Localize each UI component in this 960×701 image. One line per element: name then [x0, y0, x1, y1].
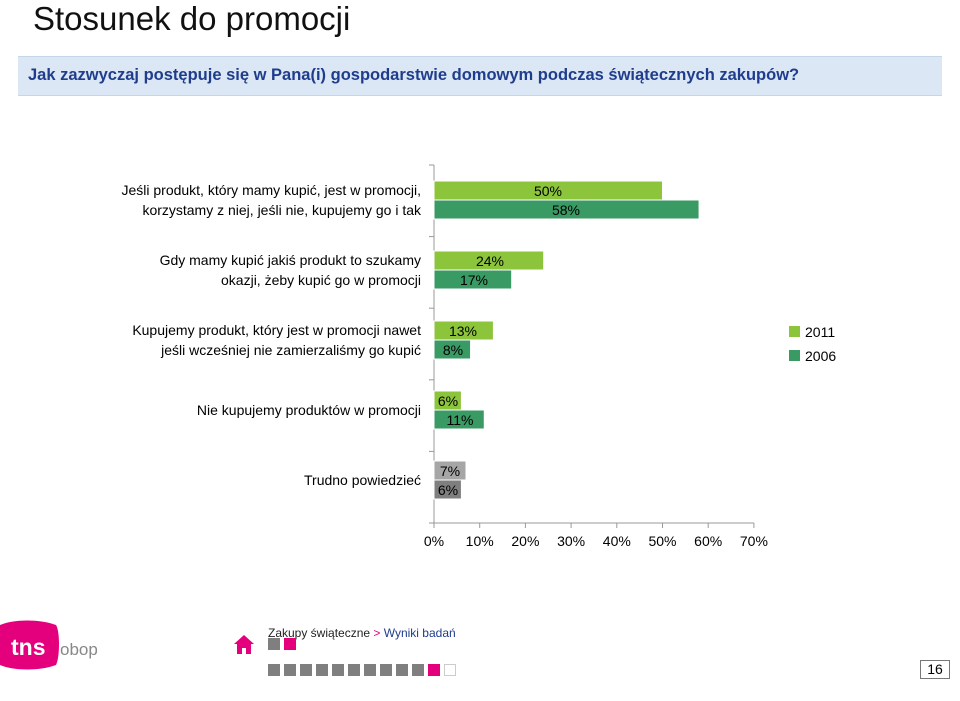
legend-label: 2011 [805, 324, 835, 340]
bar-2006 [433, 339, 472, 360]
question-banner: Jak zazwyczaj postępuje się w Pana(i) go… [18, 56, 942, 96]
slide-title: Stosunek do promocji [33, 0, 351, 37]
category-label: Nie kupujemy produktów w promocji [197, 402, 421, 418]
legend-label: 2006 [805, 348, 836, 364]
x-tick-label: 50% [648, 533, 676, 549]
nav-marker-current [284, 638, 296, 650]
bar-value-label: 6% [438, 393, 458, 409]
bar-2006 [433, 409, 485, 430]
bar-value-label: 13% [449, 323, 477, 339]
nav-square[interactable] [348, 664, 360, 676]
x-tick-label: 0% [424, 533, 444, 549]
nav-square[interactable] [268, 664, 280, 676]
bar-value-label: 17% [460, 272, 488, 288]
nav-square[interactable] [300, 664, 312, 676]
bar-value-label: 7% [440, 463, 460, 479]
category-label: jeśli wcześniej nie zamierzaliśmy go kup… [160, 342, 421, 358]
nav-marker-pink [284, 638, 296, 650]
category-label: Trudno powiedzieć [304, 472, 421, 488]
bar-value-label: 8% [443, 342, 463, 358]
nav-square[interactable] [444, 664, 456, 676]
nav-markers [268, 638, 280, 650]
x-tick-label: 40% [603, 533, 631, 549]
category-label: Gdy mamy kupić jakiś produkt to szukamy [160, 252, 421, 268]
bar-value-label: 50% [534, 183, 562, 199]
bar-value-label: 58% [552, 202, 580, 218]
nav-marker-gray [268, 638, 280, 650]
home-icon[interactable] [233, 634, 255, 656]
x-tick-label: 30% [557, 533, 585, 549]
category-label: Kupujemy produkt, który jest w promocji … [132, 322, 421, 338]
bar-value-label: 6% [438, 482, 458, 498]
nav-square[interactable] [412, 664, 424, 676]
bar-2006 [433, 479, 462, 500]
category-label: okazji, żeby kupić go w promocji [221, 272, 421, 288]
breadcrumb-separator: > [373, 626, 381, 640]
footer-breadcrumb: Zakupy świąteczne > Wyniki badań [268, 626, 456, 640]
page-number: 16 [920, 660, 950, 679]
legend-swatch-2011 [789, 326, 800, 337]
nav-square[interactable] [380, 664, 392, 676]
nav-square[interactable] [284, 664, 296, 676]
tns-obop-logo: tns obop [0, 620, 98, 670]
nav-square[interactable] [316, 664, 328, 676]
survey-question: Jak zazwyczaj postępuje się w Pana(i) go… [28, 66, 800, 84]
logo-main-text: tns [11, 634, 46, 660]
bar-value-label: 11% [447, 412, 474, 428]
bar-2006 [433, 199, 700, 220]
bar-chart: 0% 10% 20% 30% 40% 50% 60% 70% 50% 58% Jeśli produ… [121, 164, 836, 549]
legend-swatch-2006 [789, 350, 800, 361]
breadcrumb-page[interactable]: Wyniki badań [383, 626, 456, 640]
x-tick-label: 60% [694, 533, 722, 549]
category-label: korzystamy z niej, jeśli nie, kupujemy g… [142, 202, 422, 218]
x-tick-label: 20% [511, 533, 539, 549]
x-tick-label: 10% [466, 533, 494, 549]
logo-sub-text: obop [60, 640, 98, 659]
nav-square[interactable] [332, 664, 344, 676]
bar-value-label: 24% [476, 253, 504, 269]
nav-square[interactable] [396, 664, 408, 676]
category-label: Jeśli produkt, który mamy kupić, jest w … [121, 182, 421, 198]
x-tick-label: 70% [740, 533, 768, 549]
nav-square[interactable] [364, 664, 376, 676]
nav-square-current[interactable] [428, 664, 440, 676]
breadcrumb-section[interactable]: Zakupy świąteczne [268, 626, 371, 640]
bar-2006 [433, 269, 513, 290]
